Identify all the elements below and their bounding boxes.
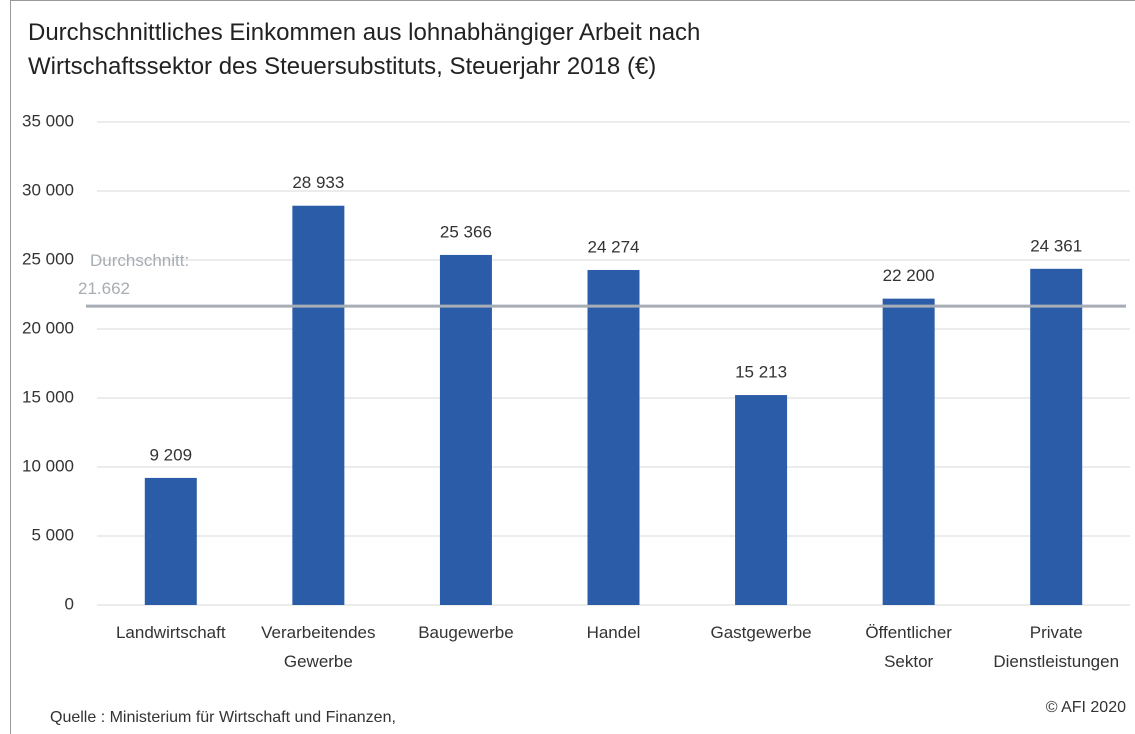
- bar: [882, 298, 935, 605]
- bar: [587, 270, 640, 605]
- chart-title: Durchschnittliches Einkommen aus lohnabh…: [28, 19, 701, 80]
- y-tick-label: 20 000: [22, 318, 74, 337]
- bar: [735, 395, 788, 605]
- x-tick-label: Handel: [587, 623, 641, 642]
- y-tick-label: 0: [65, 594, 74, 613]
- data-label: 24 361: [1030, 236, 1082, 255]
- bar: [1030, 268, 1083, 605]
- data-label: 24 274: [588, 238, 640, 257]
- average-label: Durchschnitt: 21.662: [78, 251, 189, 298]
- y-tick-label: 10 000: [22, 456, 74, 475]
- y-tick-label: 15 000: [22, 387, 74, 406]
- x-tick-label: Öffentlicher Sektor: [865, 623, 952, 671]
- y-tick-label: 25 000: [22, 249, 74, 268]
- x-tick-label: Gastgewerbe: [711, 623, 812, 642]
- data-label: 9 209: [150, 445, 193, 464]
- x-tick-label: Landwirtschaft: [116, 623, 226, 642]
- data-label: 28 933: [292, 173, 344, 192]
- data-label: 15 213: [735, 363, 787, 382]
- y-tick-label: 35 000: [22, 111, 74, 130]
- copyright: © AFI 2020: [1046, 699, 1126, 716]
- bar: [292, 205, 345, 605]
- x-tick-label: Verarbeitendes Gewerbe: [261, 623, 375, 671]
- bar: [439, 254, 492, 605]
- x-tick-label: Private Dienstleistungen: [993, 623, 1119, 671]
- data-label: 22 200: [883, 266, 935, 285]
- bar: [144, 477, 197, 605]
- source: Quelle : Ministerium für Wirtschaft und …: [50, 709, 396, 726]
- x-tick-label: Baugewerbe: [418, 623, 513, 642]
- data-label: 25 366: [440, 222, 492, 241]
- y-tick-label: 5 000: [31, 525, 74, 544]
- y-tick-label: 30 000: [22, 180, 74, 199]
